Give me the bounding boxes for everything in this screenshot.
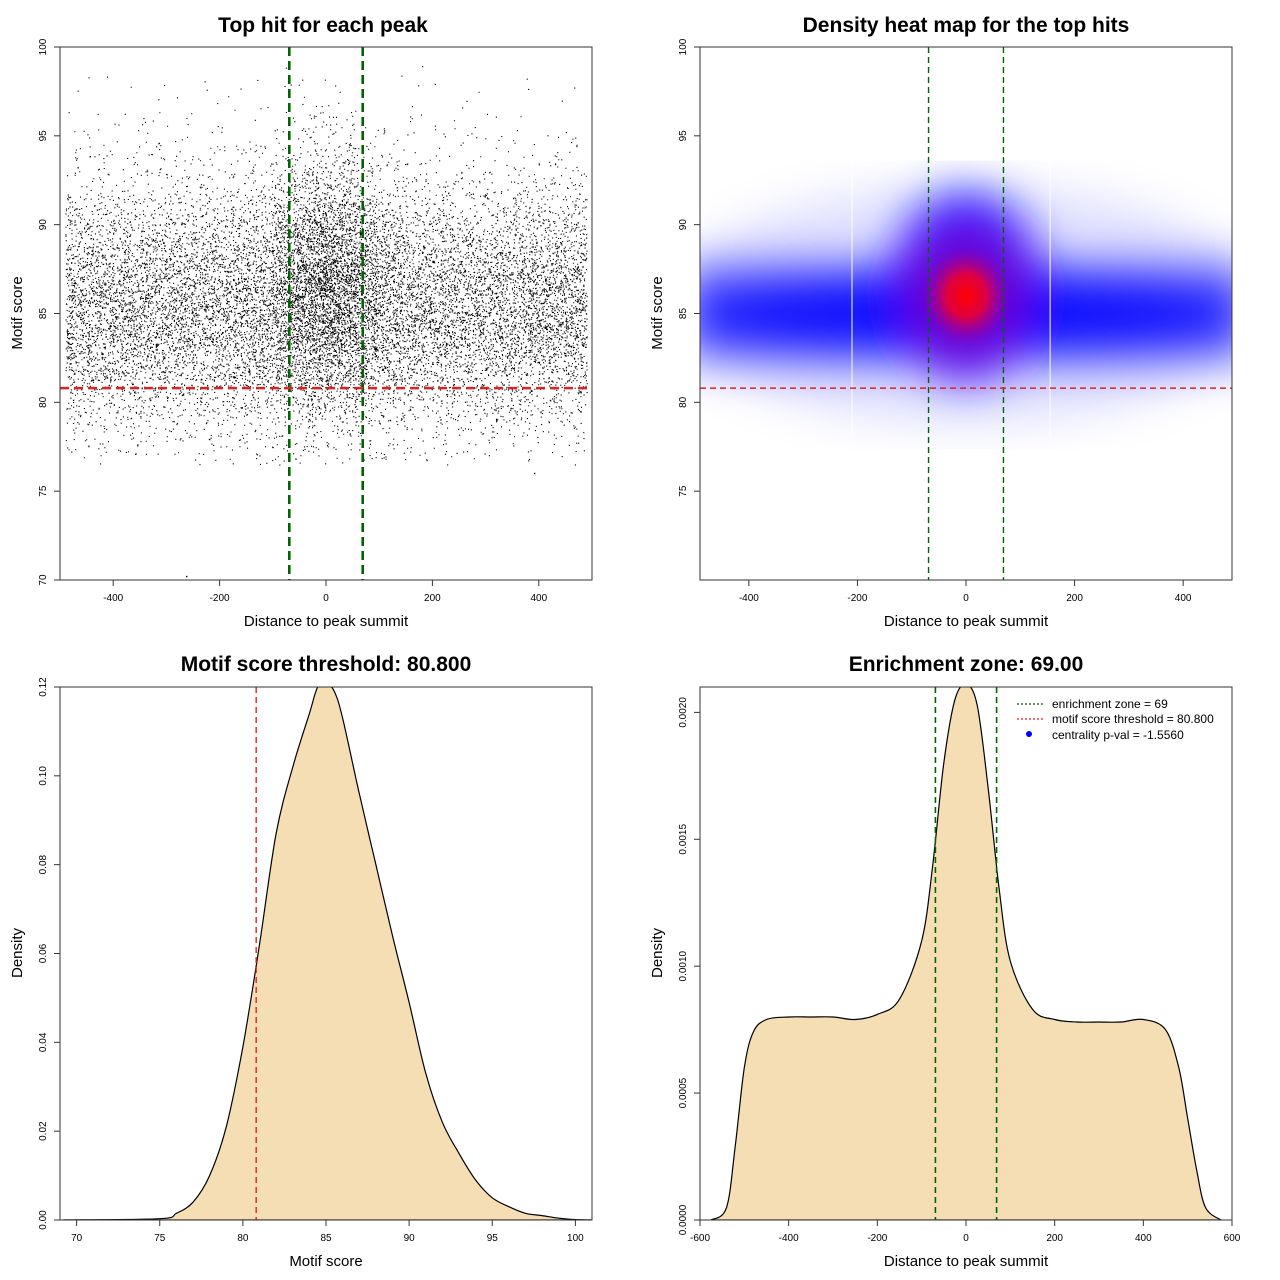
x-tick-label: 200 <box>424 593 441 604</box>
x-tick-label: 75 <box>154 1233 166 1244</box>
density-surface <box>700 47 1232 580</box>
x-tick-label: -400 <box>739 593 759 604</box>
y-axis: 75 80 85 90 95 100 <box>678 38 701 497</box>
panel-position-density: Enrichment zone: 69.00 -600 -400 -200 0 200 4… <box>649 653 1241 1270</box>
legend-label: enrichment zone = 69 <box>1052 697 1168 711</box>
legend: enrichment zone = 69 motif score thresho… <box>1017 697 1214 742</box>
y-tick-label: 80 <box>38 396 49 408</box>
x-axis-label: Motif score <box>289 1253 362 1270</box>
x-tick-label: -200 <box>210 593 230 604</box>
x-tick-label: 0 <box>963 1233 969 1244</box>
chart-title: Enrichment zone: 69.00 <box>849 653 1084 676</box>
x-tick-label: 400 <box>1135 1233 1152 1244</box>
x-tick-label: 600 <box>1224 1233 1241 1244</box>
y-tick-label: 95 <box>678 130 689 142</box>
y-tick-label: 0.0005 <box>678 1077 689 1108</box>
y-axis: 70 75 80 85 90 95 100 <box>38 38 61 586</box>
x-axis: -400 -200 0 200 400 <box>739 579 1192 604</box>
reference-lines <box>60 47 592 580</box>
heat-core <box>922 247 1010 344</box>
y-tick-label: 0.00 <box>38 1210 49 1230</box>
y-axis-label: Motif score <box>9 276 26 349</box>
y-tick-label: 75 <box>678 485 689 497</box>
y-tick-label: 0.10 <box>38 766 49 786</box>
density-line <box>63 687 592 1220</box>
chart-title: Top hit for each peak <box>218 14 428 37</box>
y-tick-label: 0.0020 <box>678 697 689 728</box>
legend-label: motif score threshold = 80.800 <box>1052 712 1214 726</box>
x-tick-label: 90 <box>404 1233 416 1244</box>
x-tick-label: -400 <box>103 593 123 604</box>
y-tick-label: 85 <box>678 308 689 320</box>
x-tick-label: 85 <box>320 1233 332 1244</box>
y-tick-label: 80 <box>678 396 689 408</box>
y-tick-label: 0.02 <box>38 1121 49 1141</box>
y-tick-label: 0.04 <box>38 1032 49 1052</box>
x-axis-label: Distance to peak summit <box>244 613 409 630</box>
y-tick-label: 0.12 <box>38 677 49 697</box>
x-tick-label: -200 <box>847 593 867 604</box>
density-fill <box>711 687 1221 1220</box>
y-tick-label: 0.08 <box>38 854 49 874</box>
x-tick-label: 100 <box>567 1233 584 1244</box>
y-axis: 0.00 0.02 0.04 0.06 0.08 0.10 0.12 <box>38 677 61 1230</box>
y-tick-label: 100 <box>678 38 689 55</box>
x-tick-label: 200 <box>1046 1233 1063 1244</box>
y-axis-label: Density <box>649 927 666 978</box>
y-tick-label: 90 <box>678 219 689 231</box>
x-tick-label: 400 <box>1175 593 1192 604</box>
y-tick-label: 90 <box>38 219 49 231</box>
x-axis-label: Distance to peak summit <box>884 613 1049 630</box>
y-axis: 0.0000 0.0005 0.0010 0.0015 0.0020 <box>678 697 701 1235</box>
y-tick-label: 70 <box>38 574 49 586</box>
x-tick-label: 0 <box>323 593 329 604</box>
density-fill <box>63 687 592 1220</box>
scatter-points <box>65 66 588 578</box>
reference-lines <box>700 47 1232 580</box>
x-axis-label: Distance to peak summit <box>884 1253 1049 1270</box>
y-tick-label: 100 <box>38 38 49 55</box>
x-tick-label: 80 <box>237 1233 249 1244</box>
density-curve <box>710 687 1222 1220</box>
scatter-point-outlier <box>533 472 536 475</box>
reference-lines <box>934 687 998 1220</box>
y-axis-label: Density <box>9 927 26 978</box>
x-axis: -600 -400 -200 0 200 400 600 <box>690 1219 1241 1244</box>
x-tick-label: -600 <box>690 1233 710 1244</box>
x-tick-label: 70 <box>71 1233 83 1244</box>
chart-title: Motif score threshold: 80.800 <box>181 653 472 676</box>
y-tick-label: 0.06 <box>38 943 49 963</box>
legend-swatch-centrality <box>1026 731 1032 737</box>
y-tick-label: 95 <box>38 130 49 142</box>
y-tick-label: 0.0015 <box>678 824 689 855</box>
y-tick-label: 0.0010 <box>678 950 689 981</box>
density-line <box>710 687 1222 1220</box>
y-tick-label: 75 <box>38 485 49 497</box>
scatter-point-outlier <box>186 575 188 578</box>
x-tick-label: 400 <box>530 593 547 604</box>
x-axis: 70 75 80 85 90 95 100 <box>71 1219 584 1244</box>
density-curve <box>63 687 592 1220</box>
y-tick-label: 85 <box>38 308 49 320</box>
chart-title: Density heat map for the top hits <box>803 14 1130 37</box>
legend-label: centrality p-val = -1.5560 <box>1052 728 1184 742</box>
x-tick-label: 0 <box>963 593 969 604</box>
panel-score-density: Motif score threshold: 80.800 70 75 80 85 90… <box>9 653 593 1270</box>
x-tick-label: 200 <box>1066 593 1083 604</box>
panel-scatter: Top hit for each peak -400 -200 0 200 400 70… <box>9 14 593 630</box>
x-axis: -400 -200 0 200 400 <box>103 579 548 604</box>
y-tick-label: 0.0000 <box>678 1204 689 1235</box>
y-axis-label: Motif score <box>649 276 666 349</box>
scatter-point-cloud <box>65 66 588 466</box>
x-tick-label: 95 <box>487 1233 499 1244</box>
x-tick-label: -400 <box>779 1233 799 1244</box>
panel-heatmap: Density heat map for the top hits -400 -2… <box>649 14 1233 630</box>
x-tick-label: -200 <box>867 1233 887 1244</box>
